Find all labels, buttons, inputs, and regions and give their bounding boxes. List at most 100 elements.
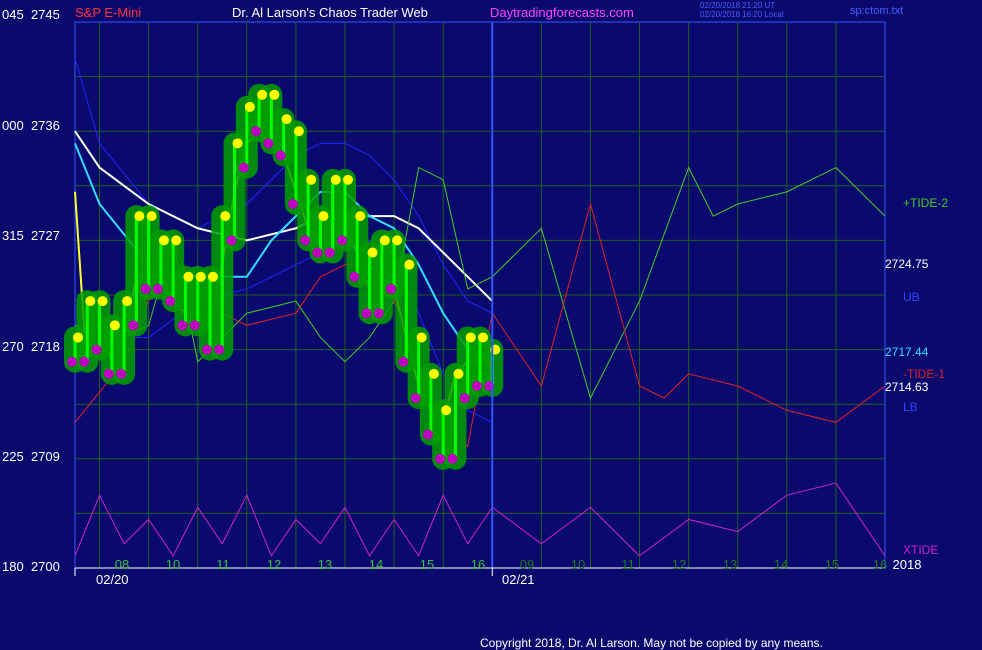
label-lb: LB — [903, 400, 918, 414]
price-high-dot — [257, 89, 268, 100]
price-low-dot — [116, 368, 127, 379]
x-hour-12-next: 12 — [671, 557, 687, 572]
price-high-dot — [367, 247, 378, 258]
x-hour-15: 15 — [419, 557, 435, 572]
price-high-dot — [134, 211, 145, 222]
x-hour-12: 12 — [266, 557, 282, 572]
price-low-dot — [386, 283, 397, 294]
y-label-2736: 000 2736 — [2, 118, 60, 133]
xtide-line — [74, 482, 886, 557]
price-low-dot — [214, 344, 225, 355]
y-label-2727: 315 2727 — [2, 228, 60, 243]
price-low-dot — [447, 453, 458, 464]
x-hour-13: 13 — [317, 557, 333, 572]
price-high-dot — [269, 89, 280, 100]
x-hour-16: 16 — [470, 557, 486, 572]
price-high-dot — [379, 235, 390, 246]
y-label-2700: 180 2700 — [2, 559, 60, 574]
price-low-dot — [79, 356, 90, 367]
price-low-dot — [275, 150, 286, 161]
x-hour-09-next: 09 — [519, 557, 535, 572]
price-high-dot — [220, 211, 231, 222]
price-high-dot — [343, 174, 353, 185]
data-file-label: sp:ctom.txt — [850, 5, 904, 17]
label-xtide: XTIDE — [903, 543, 939, 557]
label-tide2: +TIDE-2 — [903, 196, 949, 210]
price-high-dot — [281, 114, 292, 125]
price-low-dot — [128, 320, 139, 331]
symbol-label: S&P E-Mini — [75, 5, 142, 20]
price-high-dot — [392, 235, 403, 246]
x-hour-11-next: 11 — [621, 557, 635, 572]
price-high-dot — [158, 235, 169, 246]
price-low-dot — [152, 283, 163, 294]
x-hour-11: 11 — [216, 557, 230, 572]
label-cyan-value: 2717.44 — [885, 345, 929, 359]
timestamp-ut: 02/20/2018 21:20 UT — [700, 1, 776, 10]
price-low-dot — [263, 138, 274, 149]
axes — [74, 22, 885, 576]
price-low-dot — [103, 368, 114, 379]
price-low-dot — [422, 429, 433, 440]
y-label-2718: 270 2718 — [2, 339, 60, 354]
price-high-dot — [293, 126, 304, 137]
price-high-dot — [355, 211, 366, 222]
price-high-dot — [465, 332, 476, 343]
price-low-dot — [459, 393, 470, 404]
price-low-dot — [398, 356, 409, 367]
price-low-dot — [361, 308, 372, 319]
x-hour-13-next: 13 — [722, 557, 738, 572]
price-low-dot — [140, 283, 151, 294]
price-low-dot — [202, 344, 212, 355]
price-high-dot — [122, 296, 133, 307]
price-high-dot — [244, 101, 255, 112]
site-link[interactable]: Daytradingforecasts.com — [490, 5, 634, 20]
y-label-2745: 045 2745 — [2, 7, 60, 22]
x-hour-14: 14 — [368, 557, 384, 572]
price-high-dot — [441, 405, 452, 416]
price-low-dot — [287, 199, 298, 209]
price-low-dot — [91, 344, 102, 355]
x-date-day1: 02/20 — [96, 572, 129, 587]
price-bars — [64, 83, 504, 470]
price-low-dot — [226, 235, 237, 246]
price-low-dot — [410, 393, 421, 404]
label-ub: UB — [903, 290, 920, 304]
price-low-dot — [238, 162, 249, 173]
price-high-dot — [428, 368, 439, 379]
y-label-2709: 225 2709 — [2, 449, 60, 464]
price-high-dot — [183, 271, 194, 282]
price-high-dot — [478, 332, 488, 343]
price-low-dot — [337, 235, 347, 246]
label-tide1: -TIDE-1 — [903, 367, 945, 381]
price-low-dot — [435, 453, 446, 464]
price-low-dot — [251, 126, 262, 137]
price-low-dot — [349, 271, 360, 282]
x-hour-10: 10 — [165, 557, 181, 572]
price-high-dot — [306, 174, 317, 185]
price-low-dot — [312, 247, 323, 258]
price-low-dot — [165, 296, 176, 307]
timestamp-local: 02/20/2018 16:20 Local — [700, 10, 784, 19]
x-hour-08: 08 — [114, 557, 130, 572]
price-high-dot — [73, 332, 83, 343]
price-high-dot — [146, 211, 157, 222]
price-high-dot — [404, 259, 415, 270]
x-year: 2018 — [892, 557, 922, 572]
price-low-dot — [373, 308, 384, 319]
x-date-day2: 02/21 — [502, 572, 535, 587]
price-high-dot — [453, 368, 464, 379]
label-white-value: 2714.63 — [885, 380, 929, 394]
price-low-dot — [324, 247, 335, 258]
price-low-dot — [189, 320, 200, 331]
chart-title: Dr. Al Larson's Chaos Trader Web — [232, 5, 428, 20]
price-low-dot — [300, 235, 311, 246]
tide-2-line — [74, 166, 886, 400]
price-high-dot — [85, 296, 96, 307]
label-ub-value: 2724.75 — [885, 257, 929, 271]
price-high-dot — [171, 235, 182, 246]
x-hour-15-next: 15 — [824, 557, 840, 572]
price-high-dot — [330, 174, 341, 185]
x-hour-16-next: 16 — [872, 557, 888, 572]
